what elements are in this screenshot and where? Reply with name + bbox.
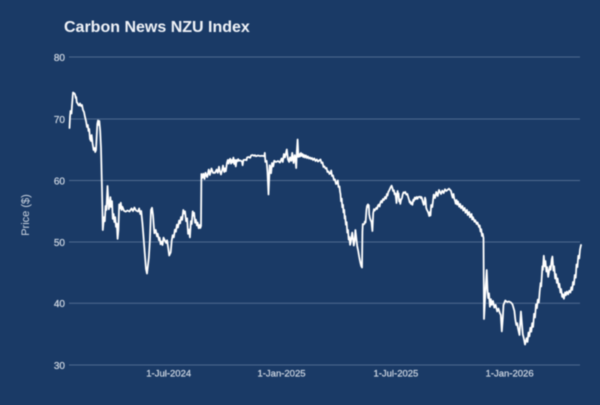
svg-text:Carbon News NZU Index: Carbon News NZU Index <box>64 19 250 36</box>
svg-text:40: 40 <box>54 299 66 310</box>
svg-text:1-Jan-2026: 1-Jan-2026 <box>486 369 534 380</box>
svg-text:30: 30 <box>54 361 66 372</box>
svg-text:1-Jan-2025: 1-Jan-2025 <box>257 369 305 380</box>
svg-text:80: 80 <box>54 53 66 64</box>
svg-text:70: 70 <box>54 115 66 126</box>
svg-text:60: 60 <box>54 176 66 187</box>
svg-text:Price ($): Price ($) <box>20 194 32 236</box>
svg-text:1-Jul-2024: 1-Jul-2024 <box>146 369 191 380</box>
svg-text:1-Jul-2025: 1-Jul-2025 <box>373 369 418 380</box>
svg-text:50: 50 <box>54 238 66 249</box>
